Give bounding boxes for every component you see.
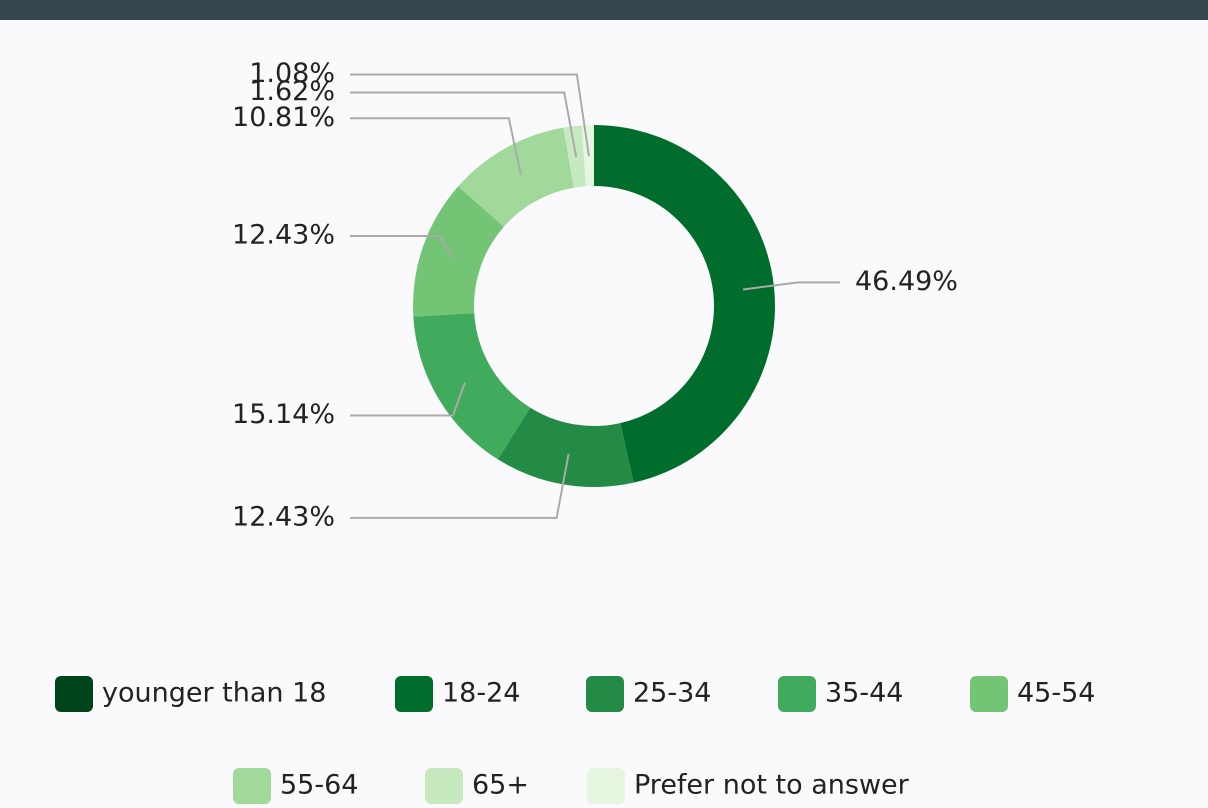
legend-label: 18-24 bbox=[442, 678, 520, 709]
donut-segment bbox=[458, 127, 574, 227]
leader-line bbox=[350, 235, 454, 258]
legend-label: Prefer not to answer bbox=[634, 770, 910, 801]
leader-line bbox=[350, 117, 522, 176]
legend-swatch bbox=[970, 676, 1008, 712]
legend-label: 55-64 bbox=[280, 770, 358, 801]
leader-line bbox=[350, 453, 570, 519]
leader-line bbox=[350, 382, 466, 417]
donut-segment bbox=[413, 186, 504, 317]
data-label: 15.14% bbox=[232, 399, 335, 430]
legend-label: 25-34 bbox=[633, 678, 711, 709]
data-label: 12.43% bbox=[232, 501, 335, 532]
donut-segment bbox=[497, 407, 634, 488]
legend-label: younger than 18 bbox=[102, 678, 326, 709]
legend-swatch bbox=[395, 676, 433, 712]
leader-line bbox=[742, 281, 840, 291]
donut-segment bbox=[594, 125, 776, 483]
legend-swatch bbox=[233, 768, 271, 804]
top-bar bbox=[0, 0, 1208, 20]
data-label: 46.49% bbox=[855, 266, 958, 297]
leader-line bbox=[350, 91, 578, 158]
data-label: 1.62% bbox=[249, 76, 335, 107]
data-label: 10.81% bbox=[232, 102, 335, 133]
legend-swatch bbox=[586, 676, 624, 712]
donut-segment bbox=[563, 125, 586, 188]
legend-swatch bbox=[425, 768, 463, 804]
legend-swatch bbox=[587, 768, 625, 804]
legend-label: 45-54 bbox=[1017, 678, 1095, 709]
legend-swatch bbox=[55, 676, 93, 712]
data-label: 12.43% bbox=[232, 220, 335, 251]
legend-swatch bbox=[778, 676, 816, 712]
data-label: 1.08% bbox=[249, 58, 335, 89]
legend-label: 35-44 bbox=[825, 678, 903, 709]
legend-label: 65+ bbox=[472, 770, 529, 801]
leader-line bbox=[350, 73, 590, 157]
donut-segment bbox=[413, 313, 531, 460]
